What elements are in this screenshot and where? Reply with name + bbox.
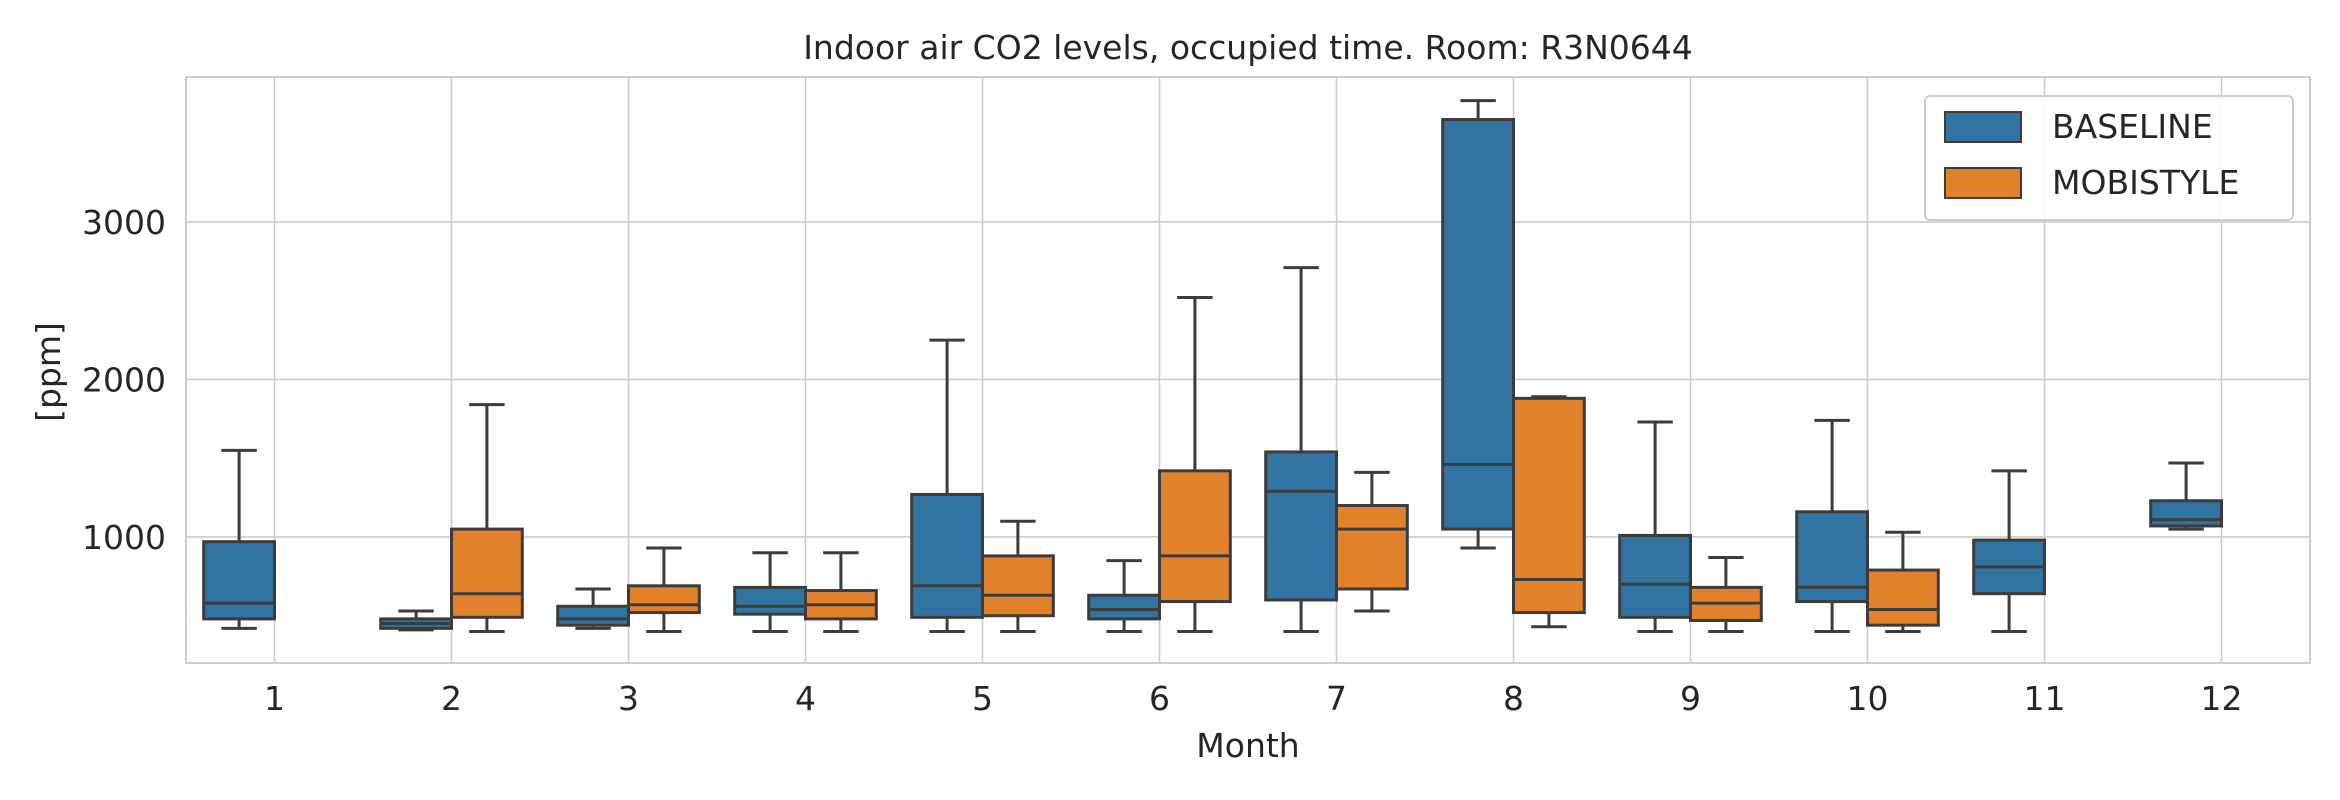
box-baseline-month-6 [1087, 559, 1161, 633]
y-axis-label: [ppm] [29, 322, 68, 422]
legend-label-baseline: BASELINE [2052, 107, 2213, 146]
box-baseline-month-2 [379, 609, 454, 632]
box-mobistyle-month-5 [981, 519, 1055, 633]
iqr-box [1087, 593, 1161, 621]
x-tick-label: 1 [264, 679, 285, 718]
x-tick-label: 2 [441, 679, 462, 718]
legend-swatch-baseline [1944, 111, 2022, 143]
chart-title: Indoor air CO2 levels, occupied time. Ro… [803, 28, 1693, 67]
box-mobistyle-month-3 [627, 546, 701, 633]
x-tick-label: 11 [2024, 679, 2066, 718]
x-tick-label: 8 [1503, 679, 1524, 718]
box-mobistyle-month-7 [1335, 470, 1409, 613]
box-layer [202, 99, 2223, 633]
y-tick-label: 1000 [82, 518, 166, 557]
x-tick-label: 5 [972, 679, 993, 718]
iqr-box [556, 604, 631, 627]
iqr-box [733, 585, 808, 616]
x-axis-label: Month [1196, 726, 1299, 765]
box-mobistyle-month-4 [804, 551, 878, 633]
iqr-box [2149, 499, 2223, 528]
box-baseline-month-7 [1264, 266, 1338, 633]
legend: BASELINE MOBISTYLE [1924, 95, 2294, 221]
y-tick-label: 2000 [82, 360, 166, 399]
box-baseline-month-1 [202, 448, 276, 630]
iqr-box [1866, 568, 1940, 627]
box-baseline-month-4 [733, 551, 808, 633]
box-mobistyle-month-6 [1158, 296, 1232, 633]
x-tick-label: 9 [1680, 679, 1701, 718]
box-mobistyle-month-8 [1512, 395, 1586, 629]
box-baseline-month-12 [2149, 461, 2223, 531]
box-baseline-month-10 [1795, 418, 1869, 633]
y-tick-label: 3000 [82, 203, 166, 242]
iqr-box [1618, 533, 1692, 619]
plot-area-frame [185, 76, 2311, 664]
box-mobistyle-month-9 [1689, 555, 1763, 633]
iqr-box [910, 492, 985, 619]
iqr-box [1264, 450, 1338, 602]
x-tick-label: 3 [618, 679, 639, 718]
iqr-box [202, 540, 276, 621]
legend-swatch-mobistyle [1944, 167, 2022, 199]
legend-label-mobistyle: MOBISTYLE [2052, 163, 2239, 202]
iqr-box [627, 584, 701, 615]
iqr-box [1441, 118, 1515, 531]
box-baseline-month-3 [556, 587, 631, 630]
iqr-box [1158, 469, 1232, 604]
box-baseline-month-11 [1972, 469, 2046, 633]
x-tick-label: 4 [795, 679, 816, 718]
box-baseline-month-8 [1441, 99, 1515, 550]
x-tick-label: 12 [2201, 679, 2243, 718]
x-tick-label: 7 [1326, 679, 1347, 718]
box-baseline-month-9 [1618, 420, 1692, 633]
iqr-box [981, 554, 1055, 618]
iqr-box [1335, 503, 1409, 591]
iqr-box [1512, 396, 1586, 615]
box-mobistyle-month-2 [450, 403, 524, 633]
x-tick-label: 10 [1847, 679, 1889, 718]
x-tick-label: 6 [1149, 679, 1170, 718]
box-mobistyle-month-10 [1866, 530, 1940, 633]
iqr-box [450, 527, 524, 619]
box-baseline-month-5 [910, 338, 985, 633]
